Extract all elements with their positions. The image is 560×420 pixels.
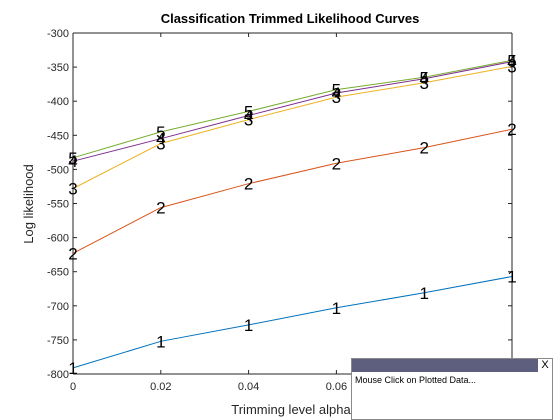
panel-message: Mouse Click on Plotted Data... — [355, 375, 477, 385]
panel-title-bar[interactable] — [352, 359, 539, 372]
y-tick-label: -650 — [47, 267, 69, 279]
axes: -300 -350 -400 -450 -500 -550 -600 -650 -700 -750… — [47, 28, 513, 393]
series-line-5[interactable] — [72, 59, 513, 159]
data-point-label-2[interactable]: 2 — [332, 154, 341, 173]
chart-title: Classification Trimmed Likelihood Curves — [161, 11, 420, 26]
data-click-panel: X Mouse Click on Plotted Data... — [351, 358, 553, 420]
data-point-label-3[interactable]: 3 — [156, 134, 165, 153]
x-tick-label: 0.04 — [238, 381, 259, 393]
data-point-label-5[interactable]: 5 — [332, 81, 341, 100]
data-point-label-4[interactable]: 4 — [507, 53, 516, 72]
data-point-label-1[interactable]: 1 — [332, 299, 341, 318]
x-tick-label: 0 — [70, 381, 76, 393]
series-line-4[interactable] — [72, 61, 513, 162]
close-button[interactable]: X — [538, 359, 552, 372]
data-point-label-2[interactable]: 2 — [68, 244, 77, 263]
data-point-label-4[interactable]: 4 — [244, 107, 253, 126]
data-point-label-5[interactable]: 5 — [68, 149, 77, 168]
y-tick-label: -800 — [47, 369, 69, 381]
data-point-label-4[interactable]: 4 — [419, 70, 428, 89]
data-point-label-1[interactable]: 1 — [244, 316, 253, 335]
data-point-label-3[interactable]: 3 — [68, 179, 77, 198]
series-lines — [72, 59, 513, 369]
data-point-label-2[interactable]: 2 — [244, 175, 253, 194]
series-line-2[interactable] — [72, 128, 513, 254]
data-point-label-3[interactable]: 3 — [332, 88, 341, 107]
data-point-label-1[interactable]: 1 — [68, 359, 77, 378]
y-tick-label: -750 — [47, 335, 69, 347]
data-point-label-5[interactable]: 5 — [507, 51, 516, 70]
y-tick-label: -600 — [47, 233, 69, 245]
y-tick-label: -350 — [47, 62, 69, 74]
y-tick-label: -400 — [47, 96, 69, 108]
x-tick-label: 0.02 — [150, 381, 171, 393]
data-point-label-5[interactable]: 5 — [419, 68, 428, 87]
y-tick-label: -300 — [47, 28, 69, 40]
x-axis-label: Trimming level alpha — [231, 402, 351, 417]
data-point-label-1[interactable]: 1 — [419, 284, 428, 303]
data-point-label-3[interactable]: 3 — [244, 111, 253, 130]
plot-area[interactable] — [73, 33, 512, 374]
data-point-label-2[interactable]: 2 — [507, 120, 516, 139]
data-point-label-5[interactable]: 5 — [244, 102, 253, 121]
y-tick-label: -450 — [47, 130, 69, 142]
series-line-3[interactable] — [72, 65, 513, 189]
y-tick-label: -500 — [47, 164, 69, 176]
y-axis-label: Log likelihood — [21, 164, 36, 244]
data-point-label-5[interactable]: 5 — [156, 123, 165, 142]
data-point-label-4[interactable]: 4 — [156, 130, 165, 149]
data-point-label-4[interactable]: 4 — [332, 84, 341, 103]
series-line-1[interactable] — [72, 276, 513, 369]
y-tick-label: -550 — [47, 199, 69, 211]
x-tick-label: 0.06 — [326, 381, 347, 393]
plot-background[interactable] — [73, 33, 512, 374]
data-point-label-4[interactable]: 4 — [68, 152, 77, 171]
data-point-label-2[interactable]: 2 — [419, 139, 428, 158]
data-point-label-3[interactable]: 3 — [507, 57, 516, 76]
data-point-label-2[interactable]: 2 — [156, 199, 165, 218]
y-tick-label: -700 — [47, 301, 69, 313]
data-point-label-1[interactable]: 1 — [156, 332, 165, 351]
data-point-label-1[interactable]: 1 — [507, 267, 516, 286]
data-point-label-3[interactable]: 3 — [419, 74, 428, 93]
